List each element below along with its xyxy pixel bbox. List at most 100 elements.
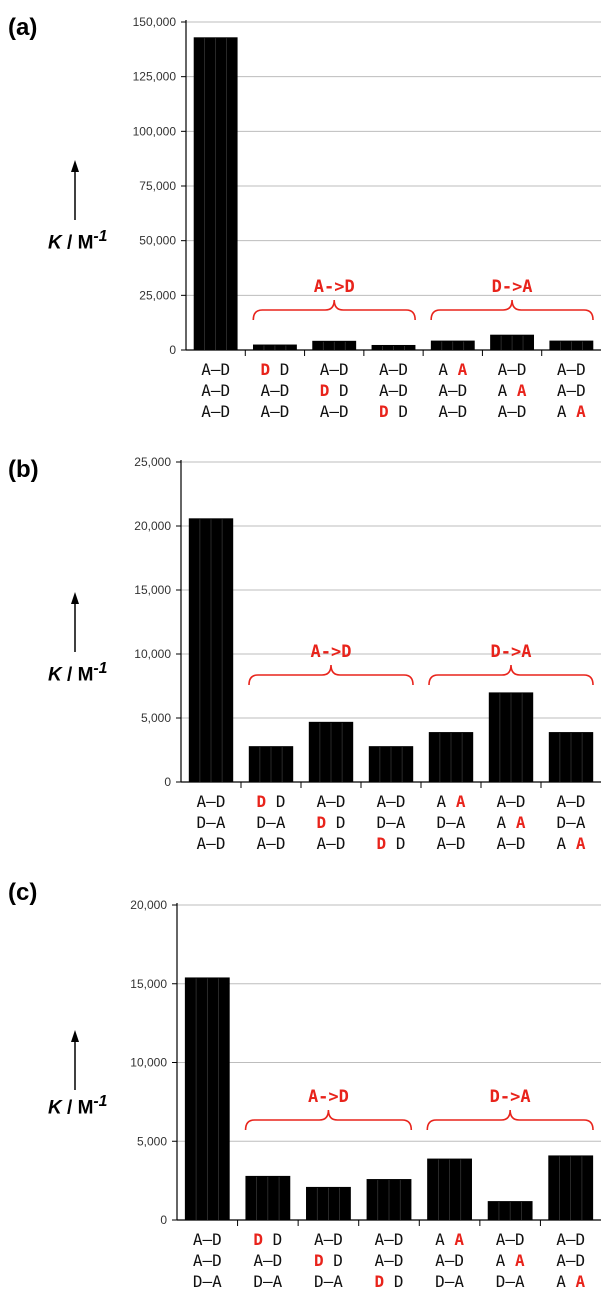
- category-label: A–D: [496, 1230, 525, 1249]
- label-char: D: [394, 1272, 404, 1291]
- label-char: [266, 792, 276, 811]
- category-label: A–D: [497, 834, 526, 853]
- highlight-char: A: [458, 360, 468, 379]
- bar: [188, 518, 234, 782]
- bar: [427, 1158, 472, 1220]
- category-label: D–A: [193, 1272, 222, 1291]
- highlight-char: A: [576, 834, 586, 853]
- chart-panel-b: (b) K / M-1 0 5,000 10,000 15,000 20,000 25,0…: [0, 440, 601, 870]
- category-label: D–A: [197, 813, 226, 832]
- bar: [430, 340, 475, 350]
- category-label: A–D: [201, 360, 230, 379]
- category-label: A–D: [260, 381, 289, 400]
- category-label: A–D: [253, 1251, 282, 1270]
- y-tick-label: 150,000: [133, 15, 177, 29]
- y-axis-label: K / M-1: [48, 228, 107, 254]
- group-brace: [428, 664, 594, 686]
- y-tick-label: 0: [169, 343, 176, 357]
- label-char: [386, 834, 396, 853]
- y-tick-label: 75,000: [139, 179, 176, 193]
- category-label: A–D: [193, 1230, 222, 1249]
- y-tick-label: 0: [160, 1213, 167, 1227]
- y-axis-unit: / M: [61, 232, 94, 254]
- bar: [549, 340, 594, 350]
- y-tick-label: 15,000: [134, 583, 171, 597]
- category-label: A–D: [197, 834, 226, 853]
- y-tick-label: 0: [164, 775, 171, 789]
- category-label: A–D: [379, 360, 408, 379]
- label-char: [270, 360, 280, 379]
- category-label: A–D: [317, 792, 346, 811]
- label-char: D: [276, 792, 286, 811]
- highlight-char: A: [456, 792, 466, 811]
- panel-label: (c): [8, 879, 38, 906]
- group-brace: [252, 299, 416, 321]
- highlight-char: D: [257, 792, 267, 811]
- category-label: D–A: [253, 1272, 282, 1291]
- category-label: A–D: [197, 792, 226, 811]
- bar: [252, 344, 297, 350]
- y-axis-unit: / M: [61, 1097, 94, 1119]
- category-label: A–D: [557, 381, 586, 400]
- label-char: A: [497, 813, 507, 832]
- category-label: D–A: [496, 1272, 525, 1291]
- category-label: A–D: [314, 1230, 343, 1249]
- category-label: A A: [497, 813, 526, 832]
- label-char: D: [280, 360, 290, 379]
- bar-chart: 0 5,000 10,000 15,000 20,000 25,000 A–D D–A A–D D…: [71, 455, 601, 853]
- label-char: [324, 1251, 334, 1270]
- category-label: D D: [375, 1272, 404, 1291]
- highlight-char: D: [253, 1230, 263, 1249]
- category-label: A–D: [437, 834, 466, 853]
- y-tick-label: 100,000: [133, 124, 177, 138]
- group-brace: [244, 1109, 413, 1131]
- group-label: D->A: [491, 642, 532, 662]
- y-tick-label: 25,000: [139, 288, 176, 302]
- category-label: A A: [498, 381, 527, 400]
- highlight-char: D: [375, 1272, 385, 1291]
- label-char: A: [557, 402, 567, 421]
- bar: [193, 37, 238, 350]
- label-char: A: [435, 1230, 445, 1249]
- y-axis-unit-exponent: -1: [93, 1093, 108, 1110]
- label-char: [384, 1272, 394, 1291]
- y-tick-label: 5,000: [141, 711, 171, 725]
- bar: [248, 746, 294, 782]
- category-label: A A: [557, 834, 586, 853]
- y-axis-symbol: K: [48, 664, 62, 686]
- bar: [368, 746, 414, 782]
- label-char: [263, 1230, 273, 1249]
- y-axis-label: K / M-1: [48, 1093, 107, 1119]
- y-tick-label: 25,000: [134, 455, 171, 469]
- highlight-char: D: [379, 402, 389, 421]
- y-axis-unit-exponent: -1: [93, 660, 108, 677]
- group-label: A->D: [314, 277, 355, 297]
- category-label: A–D: [257, 834, 286, 853]
- label-char: [506, 813, 516, 832]
- group-brace: [248, 664, 414, 686]
- category-label: A–D: [438, 402, 467, 421]
- highlight-char: A: [454, 1230, 464, 1249]
- label-char: A: [437, 792, 447, 811]
- bar: [184, 977, 230, 1220]
- chart-panel-a: (a) K / M-1 0 25,000 50,000 75,000 100,000 12…: [0, 0, 601, 430]
- label-char: [566, 1272, 576, 1291]
- category-label: A–D: [497, 792, 526, 811]
- category-label: D D: [377, 834, 406, 853]
- label-char: D: [273, 1230, 283, 1249]
- category-label: A A: [557, 402, 586, 421]
- category-label: D D: [379, 402, 408, 421]
- category-label: D D: [253, 1230, 282, 1249]
- category-label: A–D: [556, 1251, 585, 1270]
- bar: [490, 334, 535, 350]
- category-label: A A: [438, 360, 467, 379]
- label-char: D: [339, 381, 349, 400]
- category-label: A–D: [193, 1251, 222, 1270]
- group-label: A->D: [311, 642, 352, 662]
- y-axis-unit: / M: [61, 664, 94, 686]
- label-char: [507, 381, 517, 400]
- category-label: A–D: [320, 360, 349, 379]
- label-char: [326, 813, 336, 832]
- group-label: A->D: [308, 1087, 349, 1107]
- y-tick-label: 10,000: [130, 1056, 167, 1070]
